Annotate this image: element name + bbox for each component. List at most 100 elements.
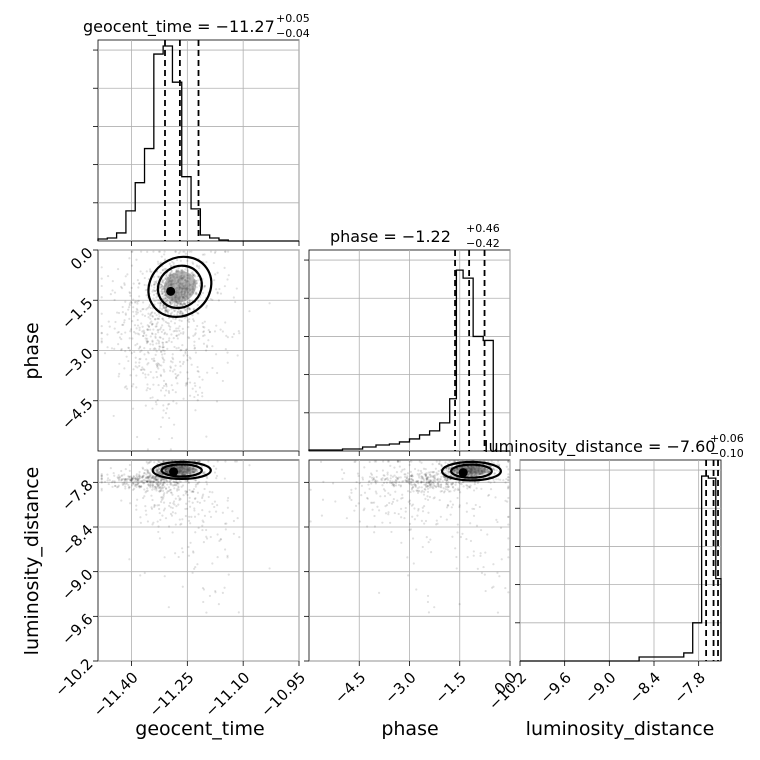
sample-point xyxy=(163,258,167,261)
sample-point xyxy=(145,480,149,483)
sample-point xyxy=(469,522,472,525)
sample-point xyxy=(139,357,142,360)
sample-point xyxy=(161,353,164,356)
sample-point xyxy=(177,310,180,313)
sample-point xyxy=(494,496,497,499)
sample-point xyxy=(407,574,410,577)
sample-point xyxy=(473,483,476,486)
sample-point xyxy=(174,301,177,305)
sample-point xyxy=(171,370,174,373)
sample-point xyxy=(381,484,384,487)
scatter-points xyxy=(100,250,510,614)
sample-point xyxy=(126,478,129,481)
sample-point xyxy=(160,285,163,289)
sample-point xyxy=(384,489,387,492)
sample-point xyxy=(162,409,165,412)
sample-point xyxy=(188,308,191,311)
sample-point xyxy=(145,480,149,483)
sample-point xyxy=(156,468,159,471)
sample-point xyxy=(472,554,475,557)
sample-point xyxy=(174,552,177,555)
sample-point xyxy=(423,522,426,525)
sample-point xyxy=(158,467,161,471)
sample-point xyxy=(400,516,403,519)
sample-point xyxy=(387,511,390,514)
sample-point xyxy=(174,250,177,253)
sample-point xyxy=(397,476,401,479)
sample-point xyxy=(350,491,353,494)
sample-point xyxy=(159,488,163,491)
xlabel-geocent-time: geocent_time xyxy=(135,718,264,740)
sample-point xyxy=(164,469,167,472)
sample-point xyxy=(507,515,510,518)
sample-point xyxy=(163,481,167,484)
sample-point xyxy=(137,299,140,303)
x-tick-label: −3.0 xyxy=(381,669,419,707)
sample-point xyxy=(427,511,430,514)
sample-point xyxy=(120,347,123,351)
sample-point xyxy=(152,376,155,379)
sample-point xyxy=(148,475,151,478)
x-tick-label: −1.5 xyxy=(432,669,470,707)
sample-point xyxy=(403,517,406,520)
sample-point xyxy=(162,460,165,463)
sample-point xyxy=(138,326,141,329)
sample-point xyxy=(192,490,195,493)
sample-point xyxy=(160,330,163,334)
sample-point xyxy=(198,284,201,287)
sample-point xyxy=(206,476,209,480)
sample-point xyxy=(136,342,139,345)
sample-point xyxy=(385,481,389,484)
sample-point xyxy=(161,291,164,294)
sample-point xyxy=(194,275,197,278)
sample-point xyxy=(409,470,412,473)
sample-point xyxy=(429,479,432,483)
sample-point xyxy=(128,558,131,561)
sample-point xyxy=(156,504,159,507)
sample-point xyxy=(142,334,145,338)
sample-point xyxy=(147,352,150,355)
sample-point xyxy=(124,485,127,488)
sample-point xyxy=(445,518,448,521)
sample-point xyxy=(149,317,152,320)
sample-point xyxy=(457,487,460,490)
sample-point xyxy=(123,282,126,285)
sample-point xyxy=(205,435,208,438)
sample-point xyxy=(161,292,164,296)
sample-point xyxy=(139,270,142,273)
sample-point xyxy=(190,515,193,518)
sample-point xyxy=(428,473,431,476)
sample-point xyxy=(165,274,168,278)
sample-point xyxy=(370,473,374,476)
sample-point xyxy=(146,475,149,479)
sample-point xyxy=(457,481,461,484)
sample-point xyxy=(198,265,201,268)
sample-point xyxy=(456,488,459,491)
sample-point xyxy=(507,496,510,500)
sample-point xyxy=(144,376,147,379)
sample-point xyxy=(418,472,421,476)
sample-point xyxy=(374,490,377,493)
sample-point xyxy=(155,470,159,473)
sample-point xyxy=(162,509,166,512)
sample-point xyxy=(168,273,171,276)
sample-point xyxy=(177,302,180,305)
sample-point xyxy=(165,383,168,386)
sample-point xyxy=(178,319,181,322)
sample-point xyxy=(418,490,421,493)
sample-point xyxy=(394,484,398,487)
sample-point xyxy=(202,541,205,544)
sample-point xyxy=(135,478,138,481)
sample-point xyxy=(152,275,155,278)
sample-point xyxy=(439,485,442,488)
sample-point xyxy=(149,328,152,331)
sample-point xyxy=(434,474,437,477)
sample-point xyxy=(165,491,169,494)
sample-point xyxy=(218,539,221,543)
sample-point xyxy=(487,493,491,497)
sample-point xyxy=(177,555,180,559)
sample-point xyxy=(201,472,205,475)
sample-point xyxy=(179,302,183,306)
sample-point xyxy=(193,507,196,510)
sample-point xyxy=(144,477,147,480)
